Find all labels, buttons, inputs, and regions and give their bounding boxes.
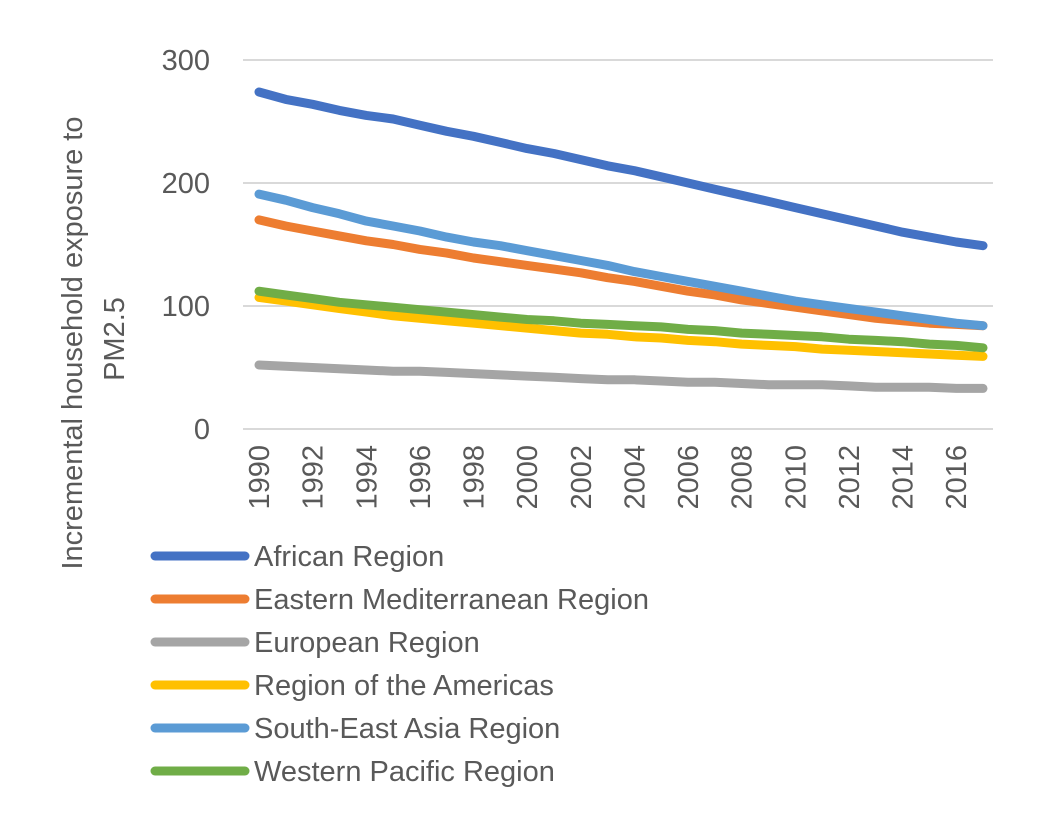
x-tick-label: 2006 xyxy=(673,445,705,510)
y-tick-label: 200 xyxy=(162,168,210,200)
series-line-western-pacific-region xyxy=(254,286,988,353)
x-tick-label: 1994 xyxy=(351,445,383,510)
x-tick-label: 2012 xyxy=(834,445,866,510)
series-line-african-region xyxy=(254,87,988,251)
x-tick-label: 1992 xyxy=(298,445,330,510)
legend: African Region Eastern Mediterranean Regi… xyxy=(150,541,649,788)
x-tick-label: 2010 xyxy=(780,445,812,510)
series-line-region-of-the-americas xyxy=(254,292,988,361)
series-line-south-east-asia-region xyxy=(254,189,988,331)
series-lines xyxy=(254,87,988,393)
y-axis-title: Incremental household exposure to PM2.5 xyxy=(57,108,131,569)
x-tick-label: 2002 xyxy=(566,445,598,510)
series-line-eastern-mediterranean-region xyxy=(254,215,988,331)
x-tick-label: 1996 xyxy=(405,445,437,510)
y-tick-label: 300 xyxy=(162,45,210,77)
legend-label: African Region xyxy=(254,541,444,573)
legend-label: South-East Asia Region xyxy=(254,713,560,745)
y-axis-ticks: 0 100 200 300 xyxy=(162,45,210,446)
x-axis-ticks: 1990 1992 1994 1996 1998 2000 2002 2004 2006 2008… xyxy=(244,445,973,510)
series-line-european-region xyxy=(254,360,988,393)
x-tick-label: 2000 xyxy=(512,445,544,510)
x-tick-label: 1990 xyxy=(244,445,276,510)
x-tick-label: 2008 xyxy=(727,445,759,510)
y-axis-title-line-1: Incremental household exposure to xyxy=(57,117,89,570)
y-tick-label: 100 xyxy=(162,291,210,323)
x-tick-label: 1998 xyxy=(459,445,491,510)
legend-label: European Region xyxy=(254,627,480,659)
x-tick-label: 2014 xyxy=(888,445,920,510)
x-tick-label: 2016 xyxy=(941,445,973,510)
y-tick-label: 0 xyxy=(194,414,210,446)
legend-label: Western Pacific Region xyxy=(254,756,555,788)
x-tick-label: 2004 xyxy=(619,445,651,510)
legend-label: Eastern Mediterranean Region xyxy=(254,584,649,616)
y-axis-title-line-2: PM2.5 xyxy=(99,297,131,381)
legend-label: Region of the Americas xyxy=(254,670,554,702)
